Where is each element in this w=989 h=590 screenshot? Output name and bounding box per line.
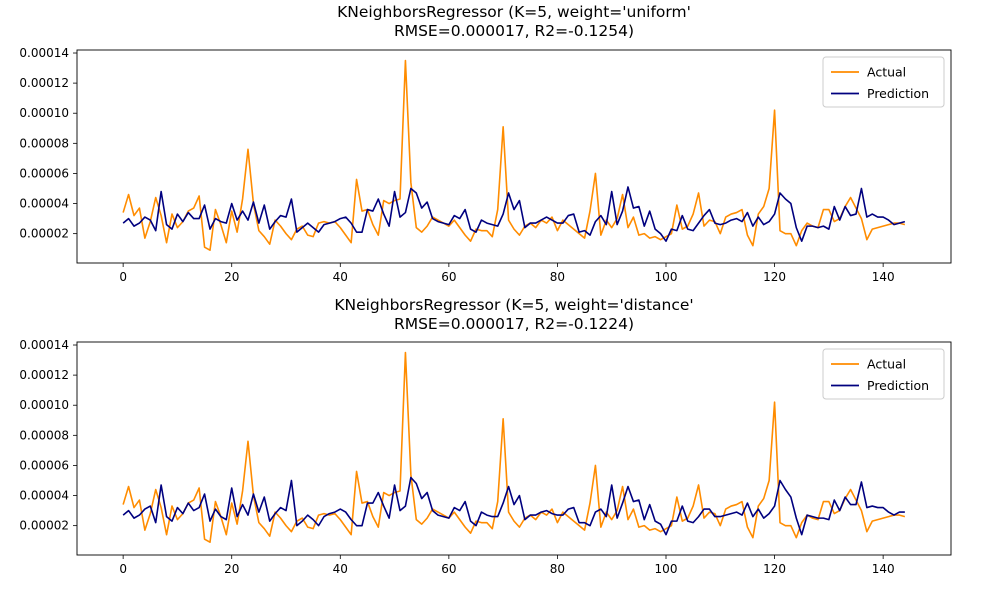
- x-tick-label: 120: [763, 562, 786, 576]
- x-tick-label: 60: [441, 562, 456, 576]
- legend-box: [822, 348, 945, 400]
- y-tick-label: 0.00002: [19, 227, 69, 241]
- y-tick-label: 0.00014: [19, 338, 69, 352]
- x-tick-label: 80: [550, 562, 565, 576]
- x-tick-label: 80: [550, 270, 565, 284]
- x-tick-label: 40: [333, 270, 348, 284]
- series-line-prediction: [122, 476, 905, 536]
- x-tick-label: 100: [655, 270, 678, 284]
- y-tick-label: 0.00002: [19, 519, 69, 533]
- x-tick-label: 100: [655, 562, 678, 576]
- axes-frame: [76, 49, 952, 264]
- chart-1: KNeighborsRegressor (K=5, weight='unifor…: [19, 3, 952, 284]
- x-tick-label: 20: [224, 562, 239, 576]
- x-tick-label: 140: [872, 562, 895, 576]
- x-tick-label: 20: [224, 270, 239, 284]
- y-tick-label: 0.00006: [19, 166, 69, 180]
- y-tick-label: 0.00008: [19, 136, 69, 150]
- chart-subtitle: RMSE=0.000017, R2=-0.1224): [394, 315, 634, 333]
- y-tick-label: 0.00010: [19, 398, 69, 412]
- x-tick-label: 140: [872, 270, 895, 284]
- series-line-prediction: [122, 186, 906, 242]
- x-tick-label: 120: [763, 270, 786, 284]
- x-tick-label: 40: [333, 562, 348, 576]
- y-tick-label: 0.00014: [19, 46, 69, 60]
- chart-2: KNeighborsRegressor (K=5, weight='distan…: [19, 296, 952, 576]
- legend-label: Actual: [867, 357, 906, 372]
- y-tick-label: 0.00010: [19, 106, 69, 120]
- legend-label: Actual: [867, 65, 906, 80]
- legend-label: Prediction: [867, 378, 929, 393]
- chart-title: KNeighborsRegressor (K=5, weight='distan…: [334, 296, 693, 314]
- axes-frame: [76, 341, 952, 556]
- y-tick-label: 0.00004: [19, 489, 69, 503]
- legend: Actual Prediction: [822, 348, 945, 400]
- y-tick-label: 0.00012: [19, 368, 69, 382]
- x-tick-label: 0: [119, 562, 127, 576]
- x-tick-label: 60: [441, 270, 456, 284]
- y-tick-label: 0.00004: [19, 197, 69, 211]
- chart-title: KNeighborsRegressor (K=5, weight='unifor…: [337, 3, 691, 21]
- y-tick-label: 0.00008: [19, 428, 69, 442]
- legend: Actual Prediction: [822, 56, 945, 108]
- legend-label: Prediction: [867, 86, 929, 101]
- legend-box: [822, 56, 945, 108]
- x-tick-label: 0: [119, 270, 127, 284]
- y-tick-label: 0.00012: [19, 76, 69, 90]
- series-line-actual: [122, 59, 906, 251]
- series-line-actual: [122, 351, 906, 544]
- chart-subtitle: RMSE=0.000017, R2=-0.1254): [394, 22, 634, 40]
- y-tick-label: 0.00006: [19, 458, 69, 472]
